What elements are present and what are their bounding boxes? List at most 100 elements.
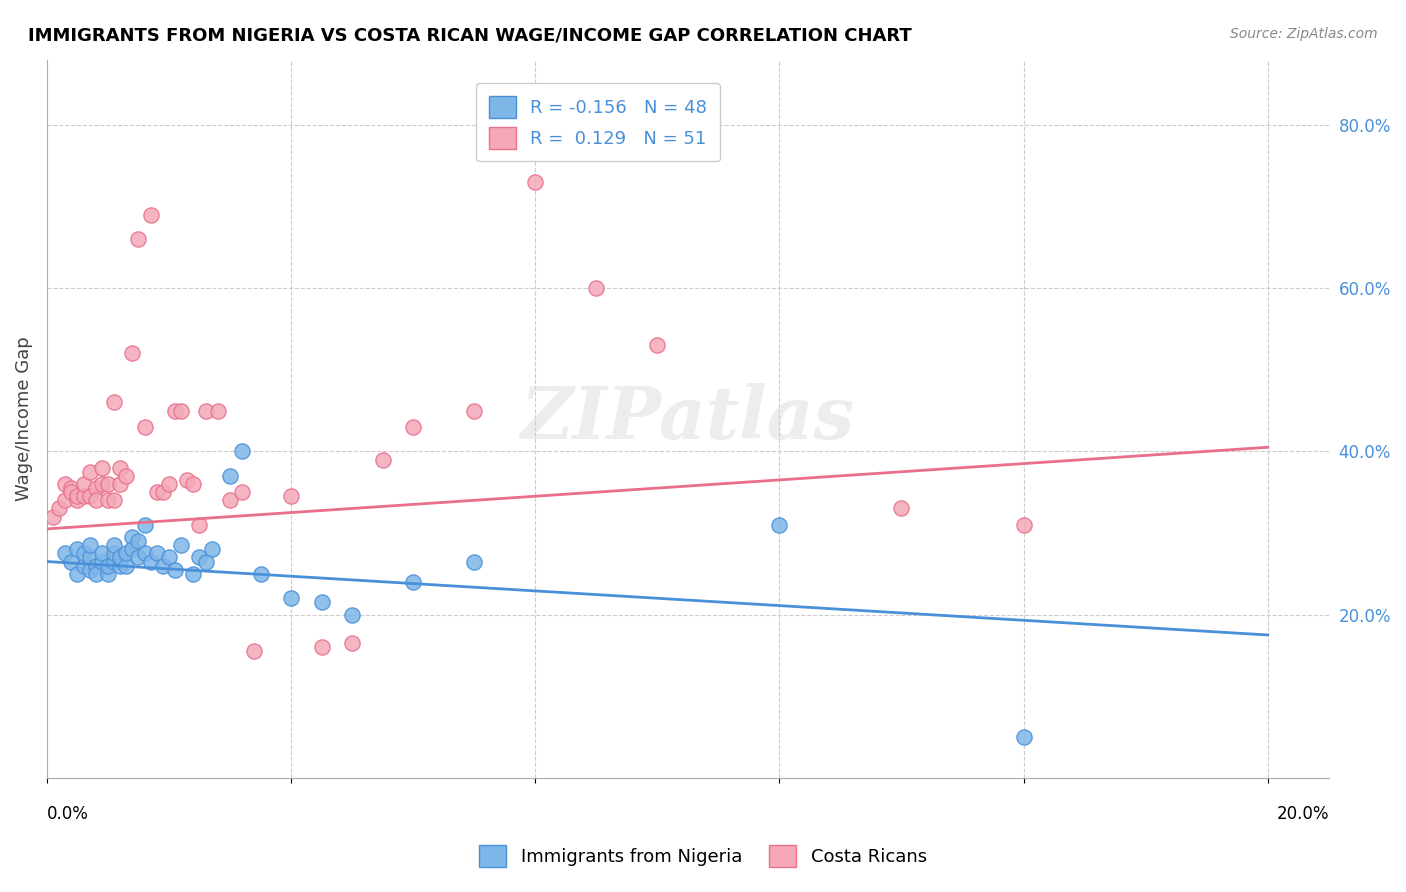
Text: 20.0%: 20.0% [1277, 805, 1329, 823]
Point [103, 555, 125, 569]
Point [72, 477, 94, 491]
Point [66, 542, 89, 557]
Point [97, 566, 120, 581]
Point [219, 468, 242, 483]
Point [463, 555, 485, 569]
Point [170, 538, 193, 552]
Point [165, 403, 187, 417]
Point [48, 501, 70, 516]
Text: Source: ZipAtlas.com: Source: ZipAtlas.com [1230, 27, 1378, 41]
Legend: R = -0.156   N = 48, R =  0.129   N = 51: R = -0.156 N = 48, R = 0.129 N = 51 [477, 83, 720, 161]
Point [90, 555, 112, 569]
Point [115, 468, 138, 483]
Point [219, 493, 242, 508]
Point [84, 493, 107, 508]
Point [108, 558, 131, 573]
Point [127, 550, 149, 565]
Y-axis label: Wage/Income Gap: Wage/Income Gap [15, 336, 32, 501]
Point [53, 477, 76, 491]
Point [768, 517, 790, 532]
Point [188, 550, 211, 565]
Point [231, 485, 253, 500]
Text: ZIPatlas: ZIPatlas [520, 384, 855, 454]
Point [90, 460, 112, 475]
Point [134, 546, 156, 560]
Point [60, 481, 83, 495]
Point [60, 555, 83, 569]
Point [463, 403, 485, 417]
Point [890, 501, 912, 516]
Point [249, 566, 271, 581]
Point [108, 460, 131, 475]
Point [402, 420, 425, 434]
Point [340, 607, 363, 622]
Point [647, 338, 669, 352]
Point [127, 534, 149, 549]
Point [108, 477, 131, 491]
Point [280, 489, 302, 503]
Point [152, 558, 174, 573]
Point [1012, 517, 1035, 532]
Point [145, 546, 167, 560]
Text: 0.0%: 0.0% [46, 805, 89, 823]
Point [103, 493, 125, 508]
Point [121, 530, 143, 544]
Point [84, 558, 107, 573]
Point [585, 281, 607, 295]
Point [311, 640, 333, 655]
Point [103, 546, 125, 560]
Point [1012, 730, 1035, 744]
Point [84, 566, 107, 581]
Point [157, 477, 180, 491]
Point [60, 485, 83, 500]
Point [340, 636, 363, 650]
Point [108, 550, 131, 565]
Point [53, 546, 76, 560]
Point [201, 542, 224, 557]
Point [90, 477, 112, 491]
Point [243, 644, 266, 658]
Point [231, 444, 253, 458]
Point [103, 395, 125, 409]
Point [121, 346, 143, 360]
Point [139, 555, 162, 569]
Point [194, 403, 217, 417]
Point [170, 403, 193, 417]
Point [115, 558, 138, 573]
Point [311, 595, 333, 609]
Point [79, 550, 101, 565]
Text: IMMIGRANTS FROM NIGERIA VS COSTA RICAN WAGE/INCOME GAP CORRELATION CHART: IMMIGRANTS FROM NIGERIA VS COSTA RICAN W… [28, 27, 912, 45]
Point [42, 509, 65, 524]
Point [66, 566, 89, 581]
Point [139, 208, 162, 222]
Point [72, 489, 94, 503]
Point [371, 452, 394, 467]
Point [194, 555, 217, 569]
Point [183, 566, 205, 581]
Point [183, 477, 205, 491]
Point [121, 542, 143, 557]
Point [66, 493, 89, 508]
Point [72, 558, 94, 573]
Point [84, 481, 107, 495]
Point [79, 489, 101, 503]
Point [152, 485, 174, 500]
Point [402, 574, 425, 589]
Point [524, 175, 547, 189]
Point [66, 489, 89, 503]
Point [176, 473, 198, 487]
Point [97, 477, 120, 491]
Point [97, 558, 120, 573]
Point [165, 563, 187, 577]
Point [145, 485, 167, 500]
Point [127, 232, 149, 246]
Point [134, 517, 156, 532]
Legend: Immigrants from Nigeria, Costa Ricans: Immigrants from Nigeria, Costa Ricans [472, 838, 934, 874]
Point [134, 420, 156, 434]
Point [115, 546, 138, 560]
Point [188, 517, 211, 532]
Point [207, 403, 229, 417]
Point [280, 591, 302, 606]
Point [97, 493, 120, 508]
Point [90, 546, 112, 560]
